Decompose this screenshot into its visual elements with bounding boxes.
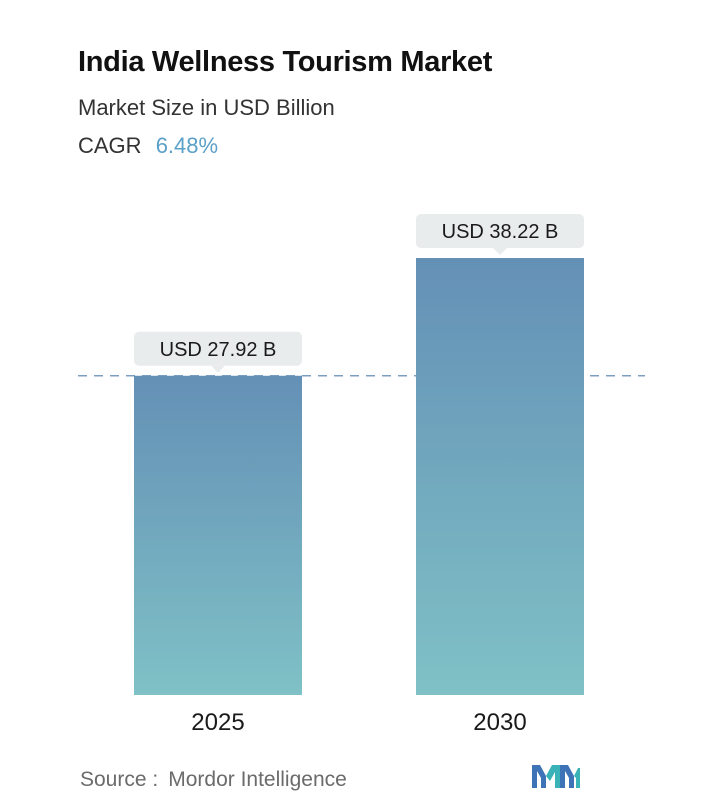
x-axis-label-2030: 2030 <box>473 709 526 736</box>
cagr-row: CAGR 6.48% <box>78 133 218 159</box>
source-label: Source : <box>80 768 159 791</box>
data-label-text: USD 38.22 B <box>442 221 559 243</box>
data-label-bubble <box>416 214 584 248</box>
data-label-bubble <box>134 331 302 366</box>
data-label-2025: USD 27.92 B <box>134 331 302 373</box>
source-note: Source : Mordor Intelligence <box>80 768 347 792</box>
chart-subtitle: Market Size in USD Billion <box>78 95 335 120</box>
data-label-text: USD 27.92 B <box>160 339 277 361</box>
bar-chart: USD 27.92 B 2025 USD 38.22 B 2030 <box>78 214 645 736</box>
cagr-label: CAGR <box>78 133 142 158</box>
x-axis-label-2025: 2025 <box>191 709 244 736</box>
chart-title: India Wellness Tourism Market <box>78 46 493 78</box>
mordor-intelligence-logo-icon <box>532 765 580 788</box>
bar-2025 <box>134 375 302 695</box>
data-label-pointer <box>211 365 225 373</box>
source-value: Mordor Intelligence <box>168 768 347 791</box>
data-label-pointer <box>493 248 507 255</box>
data-label-2030: USD 38.22 B <box>416 214 584 255</box>
bar-2030 <box>416 258 584 695</box>
cagr-value: 6.48% <box>155 133 219 158</box>
